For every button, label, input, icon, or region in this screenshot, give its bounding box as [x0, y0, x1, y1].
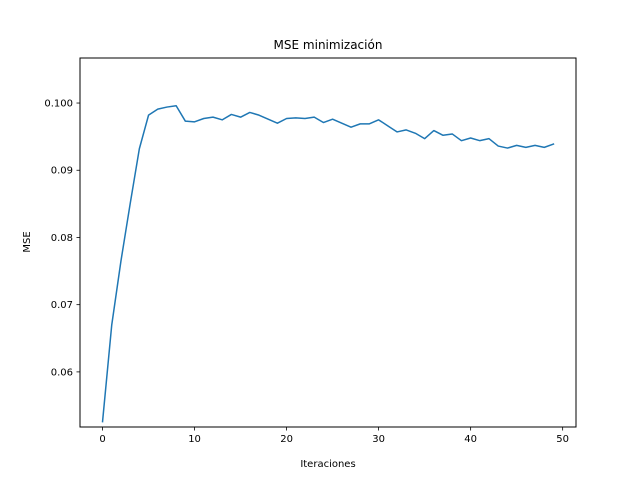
y-tick-label: 0.08	[51, 233, 73, 244]
y-tick-label: 0.06	[51, 367, 73, 378]
y-axis-label: MSE	[22, 231, 33, 252]
axes-spines	[79, 57, 577, 428]
x-axis-ticks: 0 10 20 30 40 50	[99, 427, 569, 445]
y-tick-label: 0.100	[44, 99, 73, 110]
y-tick-label: 0.09	[51, 166, 73, 177]
y-axis-ticks: 0.06 0.07 0.08 0.09 0.100	[44, 99, 80, 378]
series-line-0	[101, 104, 555, 423]
x-tick-label: 30	[372, 434, 385, 445]
x-tick-label: 0	[99, 434, 105, 445]
y-tick-label: 0.07	[51, 300, 73, 311]
x-tick-label: 50	[556, 434, 569, 445]
x-tick-label: 40	[464, 434, 477, 445]
plot-area	[80, 58, 576, 427]
x-tick-label: 20	[280, 434, 293, 445]
series-layer	[101, 104, 555, 423]
axes-frame	[79, 57, 577, 428]
x-tick-label: 10	[188, 434, 201, 445]
x-axis-label: Iteraciones	[300, 459, 355, 470]
chart-title: MSE minimización	[274, 38, 383, 52]
